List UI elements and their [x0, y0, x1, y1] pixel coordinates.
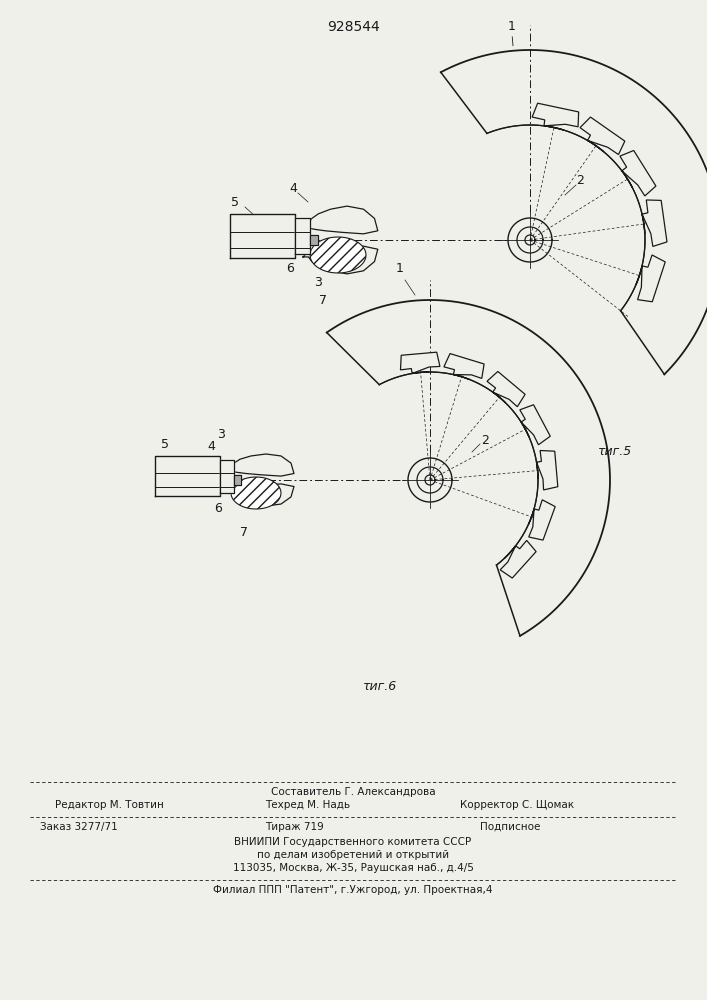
Text: 4: 4: [289, 182, 297, 194]
Polygon shape: [231, 477, 281, 509]
Polygon shape: [620, 150, 656, 196]
Text: Подписное: Подписное: [480, 822, 540, 832]
Text: Редактор М. Товтин: Редактор М. Товтин: [55, 800, 164, 810]
Text: 928544: 928544: [327, 20, 380, 34]
Text: τиг.6: τиг.6: [363, 680, 397, 693]
Text: Заказ 3277/71: Заказ 3277/71: [40, 822, 118, 832]
Text: Филиал ППП "Патент", г.Ужгород, ул. Проектная,4: Филиал ППП "Патент", г.Ужгород, ул. Прое…: [214, 885, 493, 895]
Polygon shape: [636, 255, 665, 302]
Polygon shape: [303, 246, 378, 274]
Polygon shape: [295, 218, 310, 254]
Text: 7: 7: [240, 526, 248, 538]
Text: 6: 6: [286, 261, 294, 274]
Polygon shape: [528, 500, 555, 540]
Text: 113035, Москва, Ж-35, Раушская наб., д.4/5: 113035, Москва, Ж-35, Раушская наб., д.4…: [233, 863, 474, 873]
Text: Составитель Г. Александрова: Составитель Г. Александрова: [271, 787, 436, 797]
Polygon shape: [520, 405, 550, 445]
Text: 2: 2: [481, 434, 489, 446]
Polygon shape: [580, 117, 625, 155]
Text: 5: 5: [161, 438, 169, 452]
Text: 1: 1: [508, 20, 516, 33]
Polygon shape: [500, 540, 536, 578]
Text: ВНИИПИ Государственного комитета СССР: ВНИИПИ Государственного комитета СССР: [235, 837, 472, 847]
Polygon shape: [537, 450, 558, 490]
Polygon shape: [532, 103, 578, 130]
Text: 3: 3: [217, 428, 225, 442]
Text: Тираж 719: Тираж 719: [265, 822, 324, 832]
Text: 6: 6: [214, 502, 222, 514]
Text: 4: 4: [207, 440, 215, 454]
Polygon shape: [234, 475, 241, 485]
Polygon shape: [220, 460, 234, 493]
Text: по делам изобретений и открытий: по делам изобретений и открытий: [257, 850, 449, 860]
Polygon shape: [226, 484, 294, 506]
Polygon shape: [226, 454, 294, 476]
Polygon shape: [155, 456, 220, 496]
Text: 2: 2: [576, 174, 584, 186]
Polygon shape: [444, 354, 484, 380]
Polygon shape: [230, 214, 295, 258]
Text: Корректор С. Щомак: Корректор С. Щомак: [460, 800, 574, 810]
Text: 7: 7: [319, 294, 327, 306]
Polygon shape: [310, 235, 318, 245]
Polygon shape: [642, 200, 667, 246]
Text: 5: 5: [231, 196, 239, 209]
Polygon shape: [400, 352, 440, 373]
Text: Техред М. Надь: Техред М. Надь: [265, 800, 350, 810]
Polygon shape: [303, 206, 378, 234]
Text: τиг.5: τиг.5: [598, 445, 632, 458]
Text: 3: 3: [314, 275, 322, 288]
Text: 1: 1: [396, 262, 404, 275]
Polygon shape: [487, 371, 525, 407]
Polygon shape: [310, 237, 366, 273]
